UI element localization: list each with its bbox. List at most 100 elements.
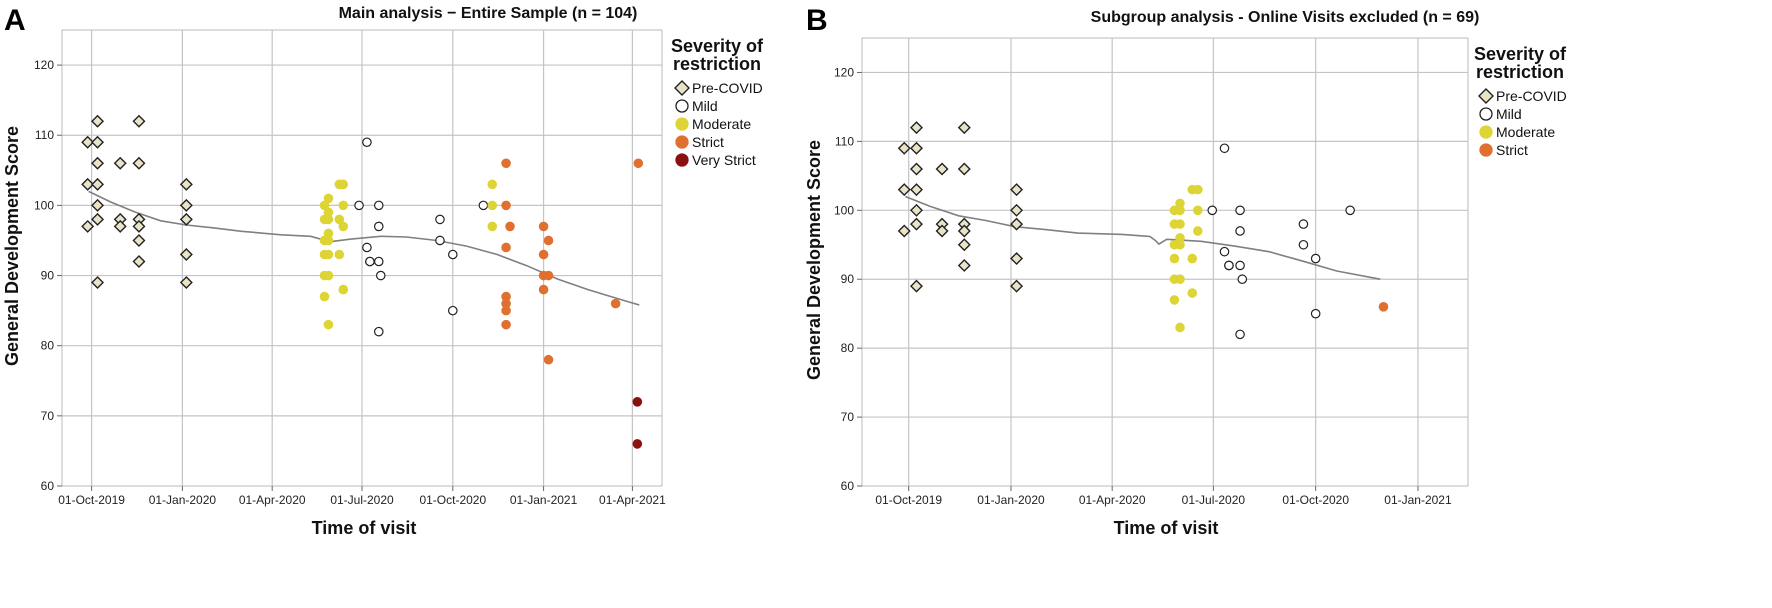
legend-marker [675,117,689,131]
y-tick-label: 110 [35,128,54,142]
x-tick-label: 01-Jul-2020 [330,493,394,507]
data-point [338,284,349,295]
legend-label: Mild [1496,106,1522,122]
legend-item: Mild [675,98,718,114]
legend-title-line-2: restriction [673,54,761,74]
data-point [1010,279,1024,293]
data-point [435,214,445,225]
data-point [543,270,554,281]
data-point [373,256,384,267]
data-point [1235,260,1245,271]
data-point [935,224,949,238]
panel-letter: A [4,4,26,37]
series-strict [1378,301,1389,312]
data-point [1235,226,1245,236]
axis-ticks: 60 70 80 90 100 110 120 01-Oct-2019 01-Jan-2020 0… [834,65,1452,507]
legend-title-line-2: restriction [1476,62,1564,82]
data-point [1193,205,1203,216]
data-point [1193,226,1203,236]
data-point [319,200,330,211]
data-point [1298,219,1309,229]
data-point [897,141,911,155]
data-point [323,235,334,246]
data-point [338,200,349,211]
y-tick-label: 70 [841,410,855,424]
data-point [632,397,643,407]
data-point [610,298,621,309]
data-point [487,200,498,211]
data-point [909,279,923,293]
y-tick-label: 80 [841,341,855,355]
data-point [1187,288,1198,298]
data-point [909,217,923,231]
data-point [1224,260,1234,271]
panel-b: B Subgroup analysis - Online Visits excl… [804,4,1567,538]
legend-item: Strict [1479,142,1528,158]
data-point [1175,219,1185,229]
data-point [91,198,105,212]
data-point [538,284,549,295]
data-point [1298,239,1309,250]
data-point [1169,295,1180,305]
legend: Severity of restriction Pre-COVID Mild Mod… [1474,44,1567,158]
data-point [1235,205,1245,216]
data-point [447,305,458,316]
data-point [334,249,345,260]
data-point [1175,205,1185,216]
legend-marker [1478,88,1494,104]
data-point [81,219,95,233]
legend-label: Pre-COVID [1496,88,1567,104]
data-point [487,221,498,232]
y-tick-label: 80 [41,339,55,353]
series-pre-covid [81,114,193,290]
legend-items: Pre-COVID Mild Moderate Strict [1478,88,1567,158]
x-axis-title: Time of visit [312,518,417,538]
data-point [179,212,193,226]
data-point [354,200,364,211]
data-point [1345,205,1355,216]
data-point [338,179,349,190]
data-point [179,248,193,261]
x-tick-label: 01-Jan-2021 [1384,493,1452,507]
y-tick-label: 90 [41,269,55,283]
legend-label: Moderate [1496,124,1555,140]
data-point [897,183,911,197]
legend-title-line-1: Severity of [1474,44,1567,64]
data-point [91,177,105,191]
x-tick-label: 01-Oct-2019 [58,493,125,507]
data-point [1219,143,1230,154]
legend: Severity of restriction Pre-COVID Mild Mod… [671,36,764,168]
data-point [957,162,971,176]
data-point [957,121,971,135]
y-tick-label: 60 [41,479,55,493]
data-point [909,121,923,135]
data-point [373,326,384,337]
legend-label: Very Strict [692,152,756,168]
data-point [179,198,193,212]
data-point [91,156,105,170]
data-point [132,156,146,170]
data-point [132,233,146,247]
x-tick-label: 01-Oct-2020 [1282,493,1349,507]
series-moderate [319,179,498,330]
data-point [1193,184,1203,195]
data-point [909,141,923,155]
data-point [373,221,384,232]
legend-marker [1479,143,1493,157]
data-point [447,249,458,260]
series-mild [1207,143,1355,340]
legend-marker [675,135,689,149]
data-point [113,219,127,233]
data-point [132,114,146,128]
y-tick-label: 60 [841,479,855,493]
legend-marker [1479,125,1493,139]
y-tick-label: 100 [34,198,54,212]
gridlines [62,30,662,486]
data-point [957,238,971,252]
data-point [375,270,386,281]
data-point [1175,274,1185,285]
legend-title-line-1: Severity of [671,36,764,56]
chart-title: Subgroup analysis - Online Visits exclud… [1091,9,1480,26]
legend-item: Pre-COVID [674,80,763,96]
data-point [909,162,923,176]
